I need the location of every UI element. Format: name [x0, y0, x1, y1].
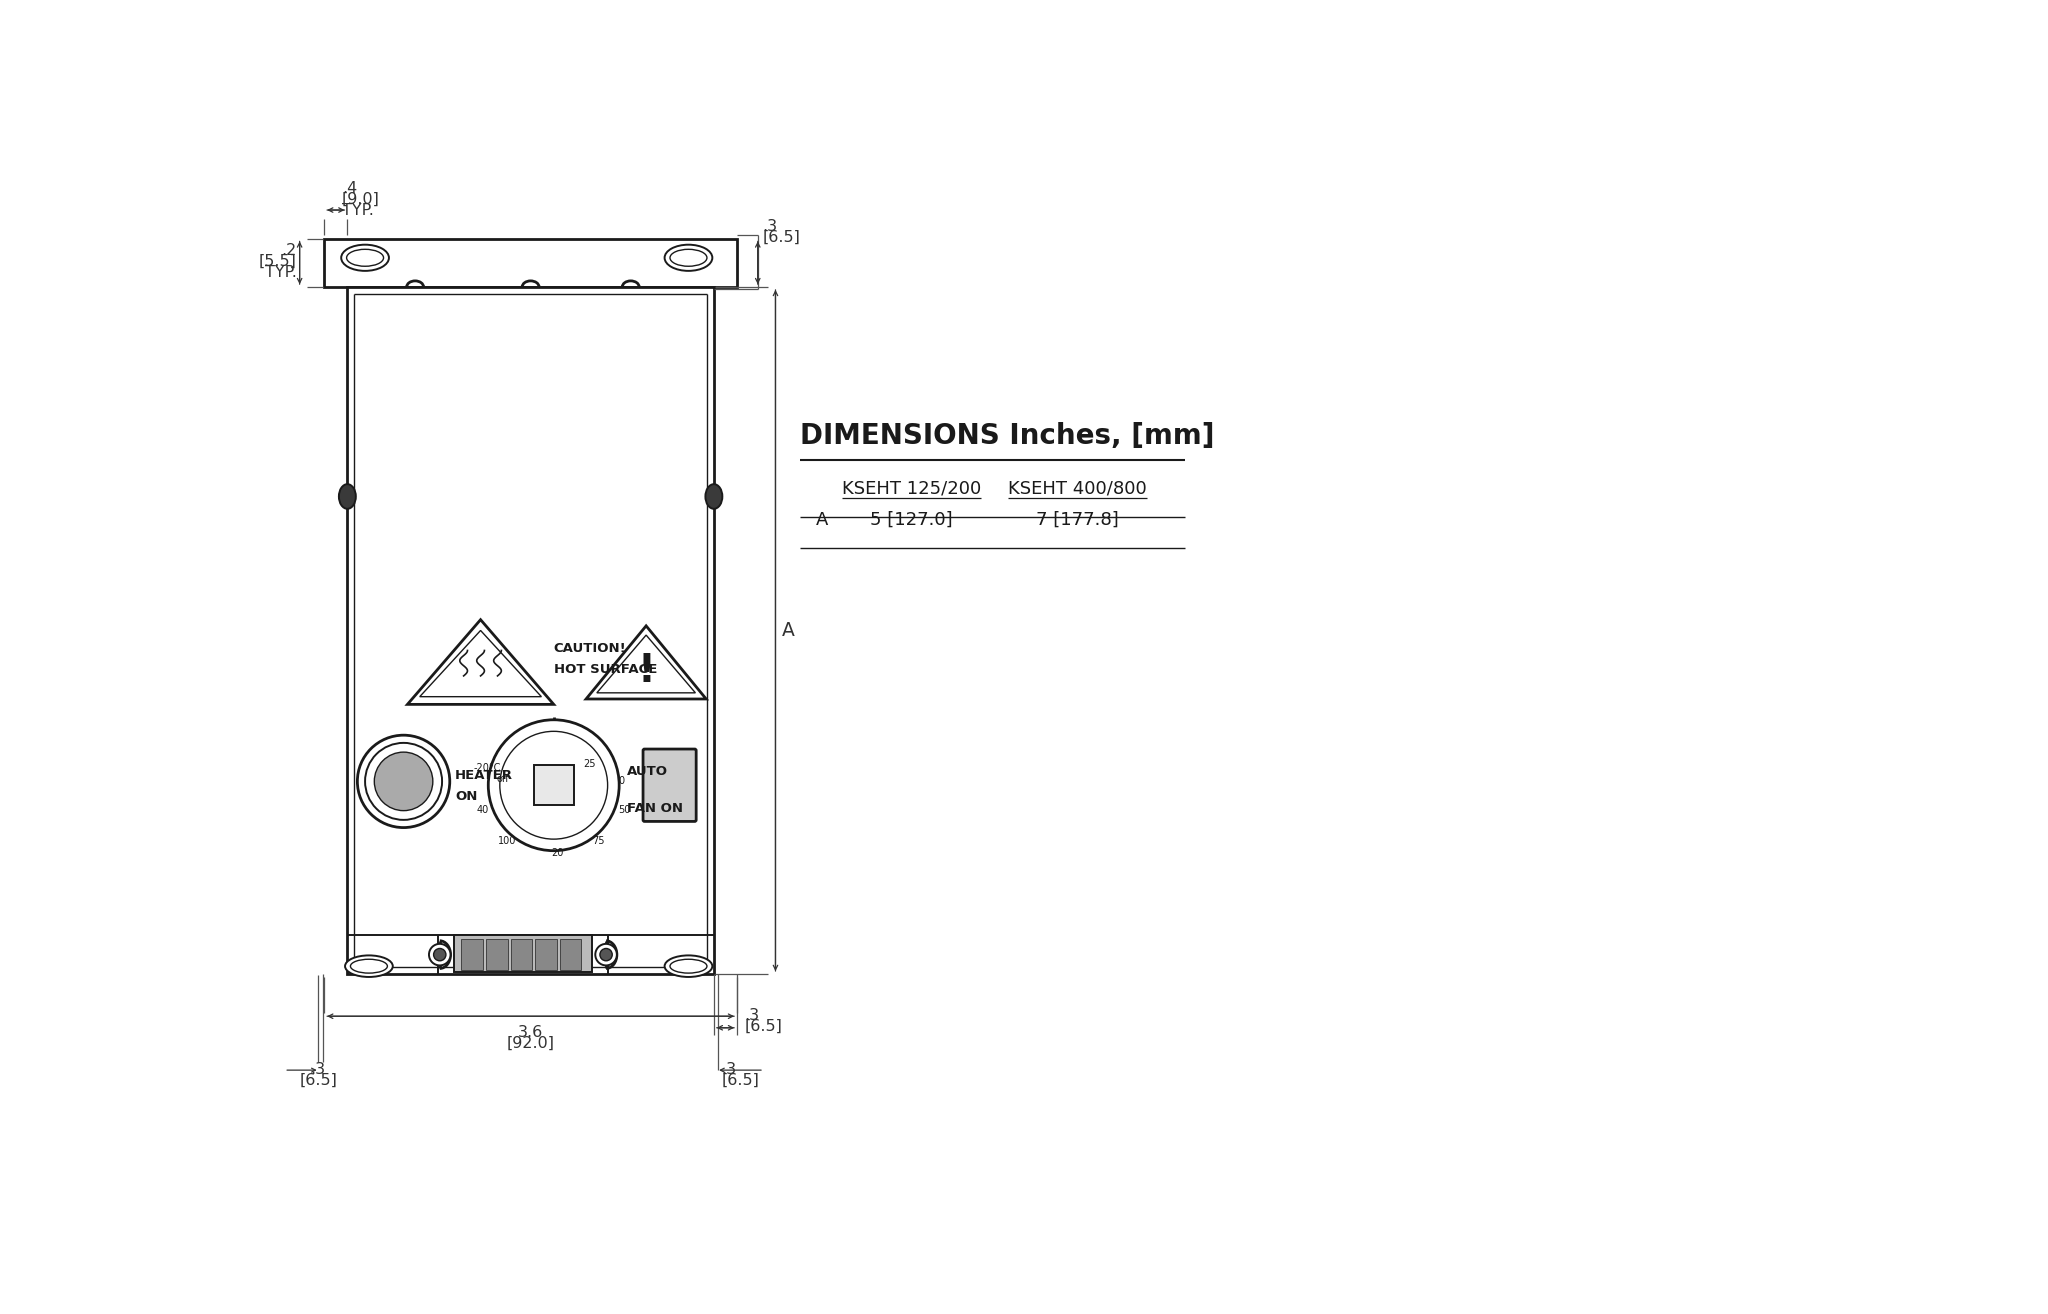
Text: [6.5]: [6.5] — [299, 1074, 338, 1088]
Text: HOT SURFACE: HOT SURFACE — [553, 664, 657, 677]
Ellipse shape — [666, 244, 713, 271]
Circle shape — [487, 720, 618, 850]
Polygon shape — [586, 625, 707, 699]
Text: .3: .3 — [745, 1008, 760, 1024]
Text: .4: .4 — [342, 181, 356, 196]
Bar — [461, 940, 483, 970]
Bar — [453, 936, 592, 971]
Text: [6.5]: [6.5] — [721, 1074, 760, 1088]
Text: [9.0]: [9.0] — [342, 192, 379, 208]
Text: KSEHT 400/800: KSEHT 400/800 — [1008, 480, 1147, 498]
Ellipse shape — [342, 244, 389, 271]
Polygon shape — [408, 620, 553, 704]
Bar — [324, 239, 737, 286]
Text: 20: 20 — [551, 848, 563, 858]
Text: 40: 40 — [477, 805, 489, 815]
Circle shape — [434, 949, 446, 961]
Circle shape — [428, 943, 451, 966]
Text: 7 [177.8]: 7 [177.8] — [1036, 511, 1118, 528]
Text: [6.5]: [6.5] — [745, 1018, 782, 1034]
Ellipse shape — [338, 484, 356, 509]
Ellipse shape — [670, 250, 707, 267]
Text: TYP.: TYP. — [342, 202, 375, 218]
Text: AUTO: AUTO — [627, 765, 668, 778]
Text: KSEHT 125/200: KSEHT 125/200 — [842, 480, 981, 498]
Text: [92.0]: [92.0] — [506, 1037, 555, 1051]
Text: 50: 50 — [618, 805, 631, 815]
Text: [6.5]: [6.5] — [762, 230, 801, 244]
Text: 100: 100 — [498, 836, 516, 846]
Text: -20°C: -20°C — [473, 763, 502, 774]
Bar — [510, 940, 532, 970]
FancyBboxPatch shape — [643, 749, 696, 821]
Text: ON: ON — [455, 790, 477, 803]
Circle shape — [500, 732, 608, 840]
Text: 75: 75 — [592, 836, 604, 846]
Circle shape — [375, 752, 432, 811]
Text: CAUTION!: CAUTION! — [553, 643, 627, 656]
Text: TYP.: TYP. — [264, 264, 297, 280]
Text: DIMENSIONS Inches, [mm]: DIMENSIONS Inches, [mm] — [801, 422, 1214, 451]
Ellipse shape — [705, 484, 723, 509]
Text: 5 [127.0]: 5 [127.0] — [870, 511, 952, 528]
Text: .2: .2 — [281, 243, 297, 258]
Text: !: ! — [637, 652, 655, 690]
Text: HEATER: HEATER — [455, 769, 514, 782]
Bar — [559, 940, 582, 970]
Circle shape — [596, 943, 616, 966]
Text: A: A — [815, 511, 827, 528]
Text: [5.5]: [5.5] — [258, 254, 297, 269]
Ellipse shape — [670, 959, 707, 974]
Text: FAN ON: FAN ON — [627, 802, 682, 815]
Bar — [535, 940, 557, 970]
Text: 25: 25 — [584, 758, 596, 769]
Ellipse shape — [350, 959, 387, 974]
Circle shape — [356, 735, 451, 828]
Polygon shape — [420, 631, 541, 696]
Ellipse shape — [666, 955, 713, 978]
Text: off: off — [496, 774, 510, 784]
Ellipse shape — [346, 250, 383, 267]
Text: A: A — [782, 622, 795, 640]
Ellipse shape — [344, 955, 393, 978]
Bar — [535, 765, 573, 805]
Text: 3.6: 3.6 — [518, 1025, 543, 1041]
Circle shape — [365, 742, 442, 820]
Polygon shape — [596, 635, 696, 692]
Text: .3: .3 — [721, 1063, 737, 1077]
Bar — [485, 940, 508, 970]
Bar — [348, 286, 715, 974]
Text: .3: .3 — [762, 219, 778, 234]
Text: 0: 0 — [618, 777, 625, 786]
Circle shape — [600, 949, 612, 961]
Text: .3: .3 — [311, 1063, 326, 1077]
